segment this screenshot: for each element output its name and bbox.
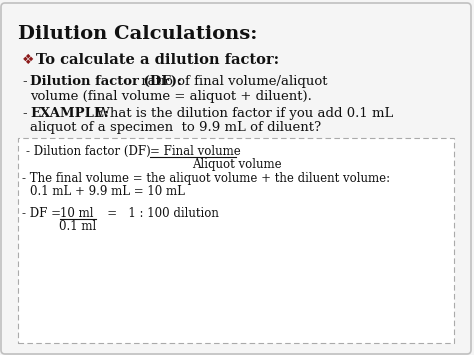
Text: ❖: ❖ — [22, 53, 35, 67]
Text: -: - — [22, 107, 27, 120]
Text: Aliquot volume: Aliquot volume — [192, 158, 282, 171]
Text: = Final volume: = Final volume — [150, 145, 241, 158]
Text: - Dilution factor (DF): - Dilution factor (DF) — [26, 145, 155, 158]
Text: Dilution factor (DF):: Dilution factor (DF): — [30, 75, 182, 88]
Text: EXAMPLE:: EXAMPLE: — [30, 107, 109, 120]
Text: What is the dilution factor if you add 0.1 mL: What is the dilution factor if you add 0… — [92, 107, 393, 120]
Text: volume (final volume = aliquot + diluent).: volume (final volume = aliquot + diluent… — [30, 90, 312, 103]
Text: Dilution Calculations:: Dilution Calculations: — [18, 25, 257, 43]
Text: =   1 : 100 dilution: = 1 : 100 dilution — [96, 207, 219, 220]
Text: 0.1 mL + 9.9 mL = 10 mL: 0.1 mL + 9.9 mL = 10 mL — [30, 185, 185, 198]
Text: - The final volume = the aliquot volume + the diluent volume:: - The final volume = the aliquot volume … — [22, 172, 390, 185]
Text: -: - — [22, 75, 27, 88]
Text: - DF =: - DF = — [22, 207, 65, 220]
FancyBboxPatch shape — [1, 3, 471, 354]
Text: 10 ml: 10 ml — [60, 207, 93, 220]
Text: ratio of final volume/aliquot: ratio of final volume/aliquot — [137, 75, 328, 88]
Text: aliquot of a specimen  to 9.9 mL of diluent?: aliquot of a specimen to 9.9 mL of dilue… — [30, 121, 321, 134]
FancyBboxPatch shape — [18, 138, 454, 343]
Text: 0.1 ml: 0.1 ml — [59, 220, 97, 233]
Text: To calculate a dilution factor:: To calculate a dilution factor: — [36, 53, 279, 67]
